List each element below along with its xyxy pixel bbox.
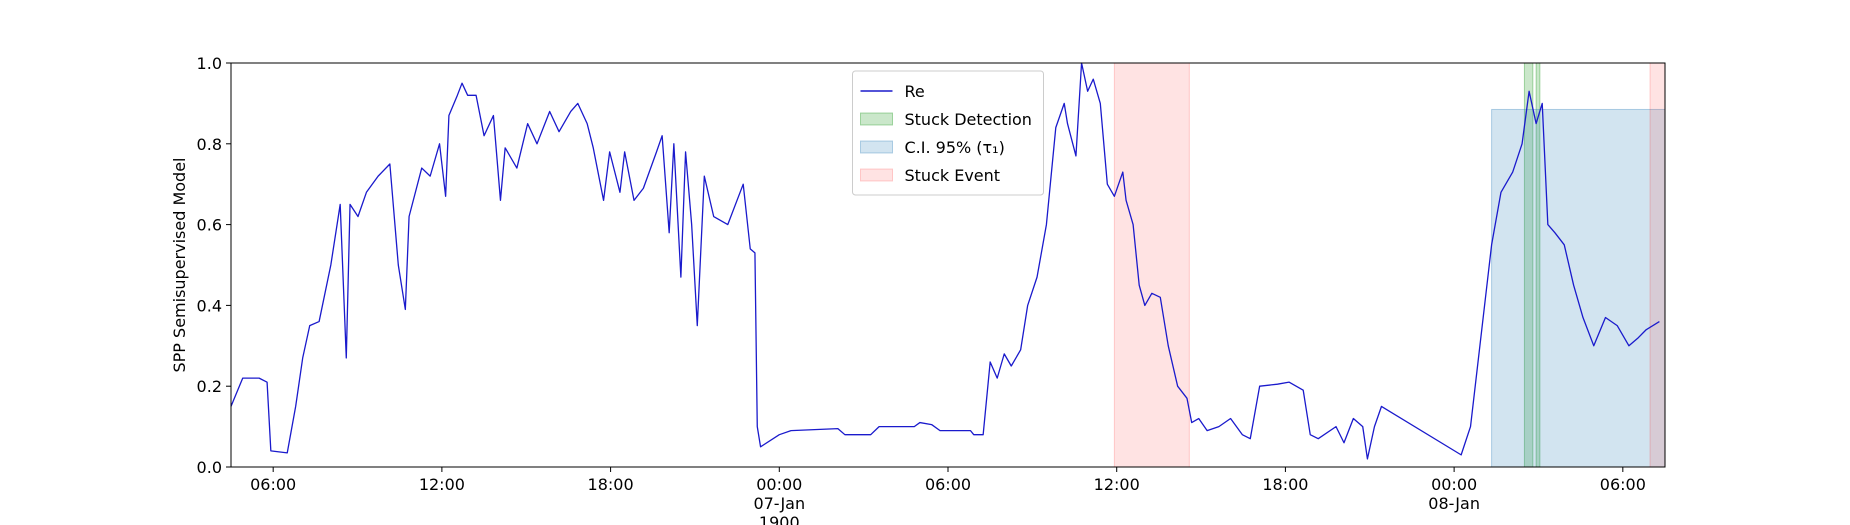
legend-label: Stuck Detection bbox=[905, 110, 1032, 129]
span bbox=[1649, 62, 1666, 468]
x-tick-label: 06:00 bbox=[1600, 475, 1646, 494]
legend-patch bbox=[860, 112, 893, 126]
x-tick-label: 18:00 bbox=[1262, 475, 1308, 494]
y-tick-label: 0.6 bbox=[197, 216, 222, 235]
span bbox=[1113, 62, 1190, 468]
legend-label: Re bbox=[905, 82, 925, 101]
y-tick-label: 0.4 bbox=[197, 296, 222, 315]
x-tick-label: 12:00 bbox=[1094, 475, 1140, 494]
legend-label: C.I. 95% (τ₁) bbox=[905, 138, 1005, 157]
y-tick-label: 0.2 bbox=[197, 377, 222, 396]
y-axis-label: SPP Semisupervised Model bbox=[170, 158, 189, 373]
data-line bbox=[230, 62, 1660, 460]
x-tick-label: 06:00 bbox=[250, 475, 296, 494]
x-tick-label: 06:00 bbox=[925, 475, 971, 494]
y-tick-label: 0.8 bbox=[197, 135, 222, 154]
x-tick-label: 00:00 07-Jan 1900 bbox=[753, 475, 805, 525]
legend: Re Stuck Detection C.I. 95% (τ₁) Stuck Even… bbox=[852, 70, 1044, 196]
span bbox=[1491, 108, 1666, 468]
legend-box bbox=[852, 70, 1044, 196]
y-tick-label: 0.0 bbox=[197, 458, 222, 477]
x-tick-label: 12:00 bbox=[419, 475, 465, 494]
y-tick-label: 1.0 bbox=[197, 54, 222, 73]
legend-label: Stuck Event bbox=[905, 166, 1001, 185]
legend-patch bbox=[860, 140, 893, 154]
x-tick-label: 00:00 08-Jan bbox=[1428, 475, 1480, 513]
x-tick-label: 18:00 bbox=[588, 475, 634, 494]
legend-patch bbox=[860, 168, 893, 182]
